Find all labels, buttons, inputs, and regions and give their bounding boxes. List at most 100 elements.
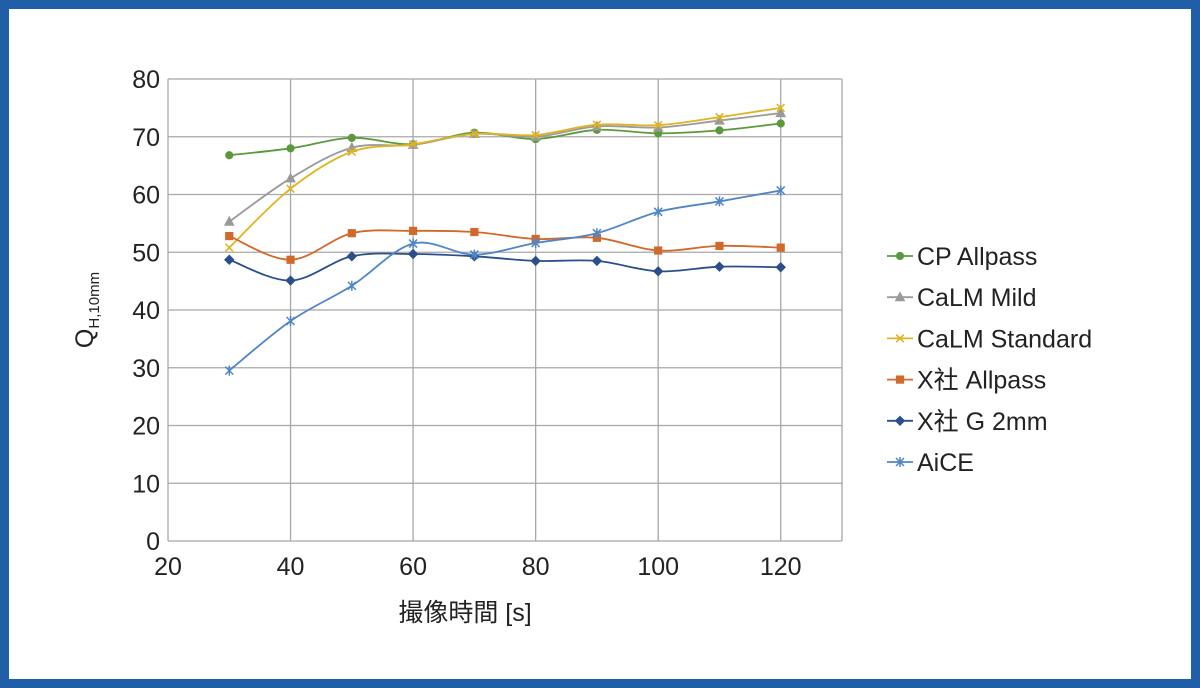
data-point	[470, 227, 479, 237]
data-point	[286, 255, 295, 264]
series-line	[228, 189, 781, 372]
x-tick-labels: 20 40 60 80 100 120	[154, 553, 801, 581]
legend-label: X社 Allpass	[917, 367, 1046, 395]
x-tick-label: 60	[399, 553, 427, 581]
series-line	[228, 252, 781, 282]
legend-item-x-allpass: X社 Allpass	[887, 367, 1046, 395]
series-x-allpass	[225, 226, 785, 264]
x-tick-label: 40	[277, 553, 305, 581]
x-axis-title: 撮像時間 [s]	[398, 599, 531, 627]
data-point	[592, 228, 602, 239]
series-line	[228, 106, 781, 249]
data-point	[225, 151, 234, 160]
data-point	[347, 229, 356, 238]
data-point	[531, 238, 541, 249]
data-point	[591, 255, 603, 267]
data-point	[223, 215, 235, 226]
legend: CP Allpass CaLM Mild CaLM Standard X社 Allpa…	[887, 243, 1092, 477]
legend-item-cp-allpass: CP Allpass	[887, 243, 1037, 271]
legend-marker	[894, 291, 906, 302]
data-point	[285, 172, 296, 183]
series-layer	[223, 103, 787, 376]
data-point	[776, 103, 786, 113]
y-tick-label: 10	[132, 470, 160, 498]
legend-label: X社 G 2mm	[917, 408, 1048, 436]
x-tick-label: 80	[522, 553, 550, 581]
series-line	[228, 229, 781, 261]
y-tick-label: 40	[132, 297, 160, 325]
y-tick-label: 20	[132, 413, 160, 441]
y-tick-label: 80	[132, 66, 160, 94]
legend-label: CP Allpass	[917, 243, 1037, 271]
legend-item-calm-standard: CaLM Standard	[887, 325, 1092, 353]
data-point	[715, 112, 724, 122]
legend-marker	[894, 415, 906, 427]
data-point	[654, 246, 663, 255]
data-point	[285, 275, 296, 286]
series-calm-standard	[224, 103, 786, 252]
data-point	[776, 243, 785, 252]
line-chart: 0 10 20 30 40 50 60 70 80 20 40 60 80 100 120 CP Allp…	[71, 66, 1092, 627]
legend-item-calm-mild: CaLM Mild	[887, 284, 1036, 312]
series-cp-allpass	[225, 119, 785, 160]
x-tick-label: 100	[637, 553, 679, 581]
data-point	[408, 139, 418, 149]
y-tick-labels: 0 10 20 30 40 50 60 70 80	[132, 66, 160, 556]
data-point	[530, 255, 541, 267]
data-point	[346, 251, 358, 262]
legend-marker	[895, 251, 905, 261]
data-point	[224, 365, 234, 376]
y-axis-title-main: Q	[71, 329, 99, 348]
series-calm-mild	[223, 107, 787, 226]
data-point	[776, 119, 785, 128]
legend-item-aice: AiCE	[887, 449, 974, 477]
legend-marker	[895, 334, 905, 343]
x-tick-label: 120	[760, 553, 802, 581]
data-point	[715, 241, 724, 250]
data-point	[286, 184, 295, 194]
y-tick-label: 60	[132, 182, 160, 210]
data-point	[224, 254, 235, 265]
data-point	[347, 133, 356, 143]
legend-label: AiCE	[917, 449, 974, 477]
y-axis-title-sub: H,10mm	[86, 272, 103, 329]
data-point	[715, 126, 724, 135]
data-point	[775, 262, 786, 273]
data-point	[714, 261, 725, 272]
data-point	[652, 266, 664, 277]
legend-label: CaLM Mild	[917, 284, 1036, 312]
series-x-g-2mm	[224, 248, 786, 286]
data-point	[531, 130, 541, 140]
series-line	[229, 122, 781, 157]
data-point	[653, 206, 663, 217]
y-tick-label: 0	[146, 528, 160, 556]
data-point	[653, 120, 663, 130]
data-point	[225, 231, 234, 241]
y-tick-label: 30	[132, 355, 160, 383]
legend-marker	[895, 375, 905, 384]
y-tick-label: 70	[132, 124, 160, 152]
legend-marker	[895, 457, 905, 467]
data-point	[469, 249, 479, 260]
grid-lines	[167, 78, 843, 542]
data-point	[592, 120, 602, 129]
data-point	[469, 129, 479, 139]
svg-text:QH,10mm: QH,10mm	[71, 272, 103, 348]
x-tick-label: 20	[154, 553, 182, 581]
data-point	[407, 248, 419, 260]
data-point	[286, 315, 296, 326]
legend-item-x-g-2mm: X社 G 2mm	[887, 408, 1048, 436]
legend-label: CaLM Standard	[917, 325, 1092, 353]
data-point	[775, 107, 787, 118]
y-axis-title: QH,10mm	[71, 272, 103, 348]
data-point	[776, 185, 786, 196]
data-point	[347, 147, 357, 157]
data-point	[408, 226, 418, 235]
data-point	[286, 144, 295, 153]
y-tick-label: 50	[132, 239, 160, 267]
data-point	[224, 243, 234, 252]
data-point	[408, 238, 418, 249]
series-aice	[224, 185, 786, 376]
data-point	[347, 280, 357, 291]
